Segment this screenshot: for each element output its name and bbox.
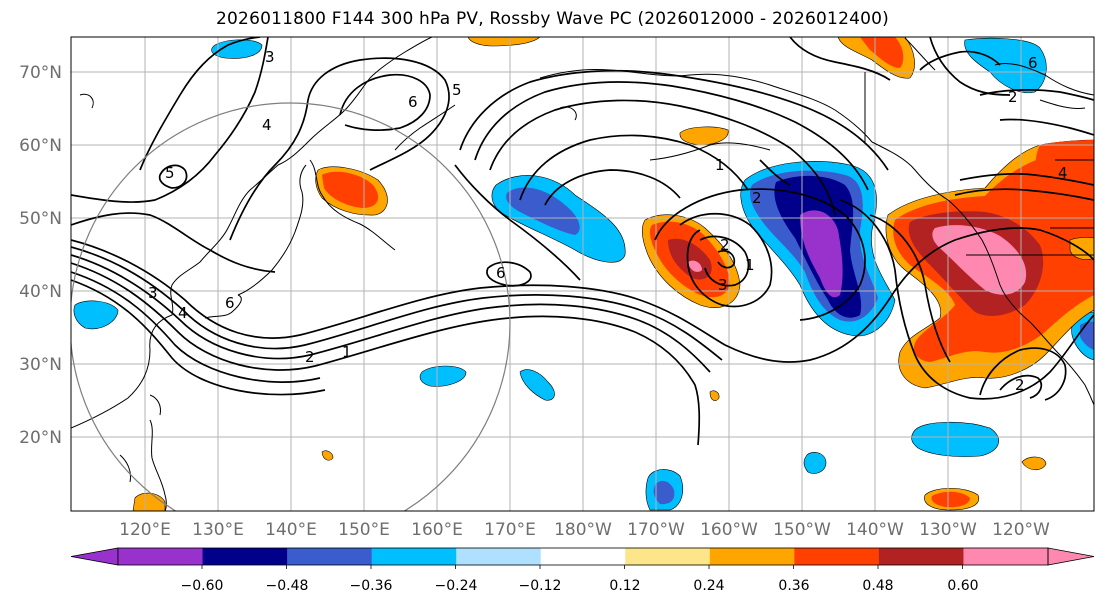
contour-label: 5 [452, 81, 462, 99]
positive-anomaly-region [688, 260, 702, 272]
colorbar-tick-label: −0.60 [181, 578, 224, 594]
longitude-labels: 120°E 130°E 140°E 150°E 160°E 170°E 180°… [119, 520, 1050, 540]
gridlines [71, 37, 1094, 511]
lon-label: 120°W [992, 520, 1050, 540]
contour-label: 5 [165, 164, 175, 182]
lat-label: 40°N [19, 282, 62, 302]
lon-label: 120°E [119, 520, 171, 540]
colorbar-swatch [287, 548, 373, 565]
negative-anomaly-region [653, 480, 675, 505]
colorbar-tick-label: 0.24 [693, 578, 724, 594]
contour-label: 3 [718, 276, 728, 294]
lat-label: 30°N [19, 355, 62, 375]
positive-anomaly-region [709, 390, 720, 401]
negative-anomaly-region [506, 187, 580, 235]
chart-title: 2026011800 F144 300 hPa PV, Rossby Wave … [216, 9, 889, 29]
contour-label: 2 [752, 189, 762, 207]
colorbar-swatch [878, 548, 964, 565]
negative-anomaly-region [803, 452, 827, 474]
contour-label: 1 [745, 256, 755, 274]
contour-label: 2 [1008, 88, 1018, 106]
lon-label: 140°E [265, 520, 317, 540]
colorbar-tick-label: −0.48 [266, 578, 309, 594]
colorbar-swatch [456, 548, 542, 565]
colorbar-tick-label: −0.24 [435, 578, 478, 594]
shaded-anomaly-layer [73, 37, 1094, 511]
map-frame [70, 36, 1095, 512]
contour-label: 3 [148, 284, 158, 302]
colorbar-tick-label: 0.48 [862, 578, 893, 594]
lat-label: 20°N [19, 428, 62, 448]
contour-labels: 3 4 5 6 5 6 1 2 4 3 1 2 2 1 6 3 4 2 2 6 [148, 48, 1068, 394]
contour-label: 6 [408, 93, 418, 111]
negative-anomaly-region [911, 421, 999, 457]
colorbar-extend-max [1047, 547, 1095, 566]
contour-label: 1 [715, 156, 725, 174]
lon-label: 150°W [773, 520, 831, 540]
lon-label: 130°E [192, 520, 244, 540]
lon-label: 160°W [700, 520, 758, 540]
negative-anomaly-region [419, 365, 467, 387]
colorbar-tick-label: 0.60 [947, 578, 978, 594]
colorbar-ticks: −0.60 −0.48 −0.36 −0.24 −0.12 0.12 0.24 … [181, 578, 979, 594]
colorbar-swatches [70, 547, 1095, 569]
lat-label: 50°N [19, 209, 62, 229]
positive-anomaly-region [679, 126, 729, 146]
colorbar-swatch [709, 548, 795, 565]
lat-label: 70°N [19, 63, 62, 83]
colorbar-swatch [202, 548, 288, 565]
positive-anomaly-region [321, 450, 334, 461]
lon-label: 130°W [919, 520, 977, 540]
lon-label: 160°E [411, 520, 463, 540]
contour-label: 2 [305, 348, 315, 366]
negative-anomaly-region [519, 369, 555, 401]
colorbar-extend-min [70, 547, 119, 566]
coastlines [71, 37, 1094, 511]
range-circle [71, 102, 511, 511]
contour-label: 4 [262, 116, 272, 134]
lon-label: 180°W [554, 520, 612, 540]
contour-label: 6 [496, 264, 506, 282]
contour-label: 2 [1015, 376, 1025, 394]
colorbar-swatch [625, 548, 711, 565]
lon-label: 170°E [484, 520, 536, 540]
colorbar-swatch [371, 548, 457, 565]
lon-label: 140°W [846, 520, 904, 540]
contour-label: 4 [1058, 164, 1068, 182]
negative-anomaly-region [800, 210, 843, 298]
positive-anomaly-region [1021, 456, 1047, 471]
colorbar-swatch [118, 548, 204, 565]
contour-label: 2 [720, 236, 730, 254]
colorbar-swatch [540, 548, 626, 565]
colorbar-tick-label: −0.36 [350, 578, 393, 594]
lat-label: 60°N [19, 136, 62, 156]
contour-label: 1 [342, 343, 352, 361]
contour-label: 6 [225, 294, 235, 312]
negative-anomaly-region [73, 300, 119, 330]
latitude-labels: 70°N 60°N 50°N 40°N 30°N 20°N [19, 63, 62, 448]
negative-anomaly-region [964, 37, 1047, 94]
lon-label: 170°W [627, 520, 685, 540]
positive-anomaly-region [860, 37, 904, 68]
colorbar-tick-label: 0.36 [778, 578, 809, 594]
positive-anomaly-region [467, 37, 541, 47]
colorbar-frame [117, 547, 1049, 566]
positive-anomaly-region [931, 491, 970, 508]
colorbar-tick-label: −0.12 [519, 578, 562, 594]
contour-label: 6 [1028, 54, 1038, 72]
colorbar-swatch [963, 548, 1049, 565]
contour-label: 4 [178, 304, 188, 322]
positive-anomaly-region [932, 225, 1027, 295]
colorbar-swatch [794, 548, 880, 565]
pv-contours [71, 37, 1094, 446]
lon-label: 150°E [338, 520, 390, 540]
contour-label: 3 [265, 48, 275, 66]
colorbar-tick-label: 0.12 [609, 578, 640, 594]
